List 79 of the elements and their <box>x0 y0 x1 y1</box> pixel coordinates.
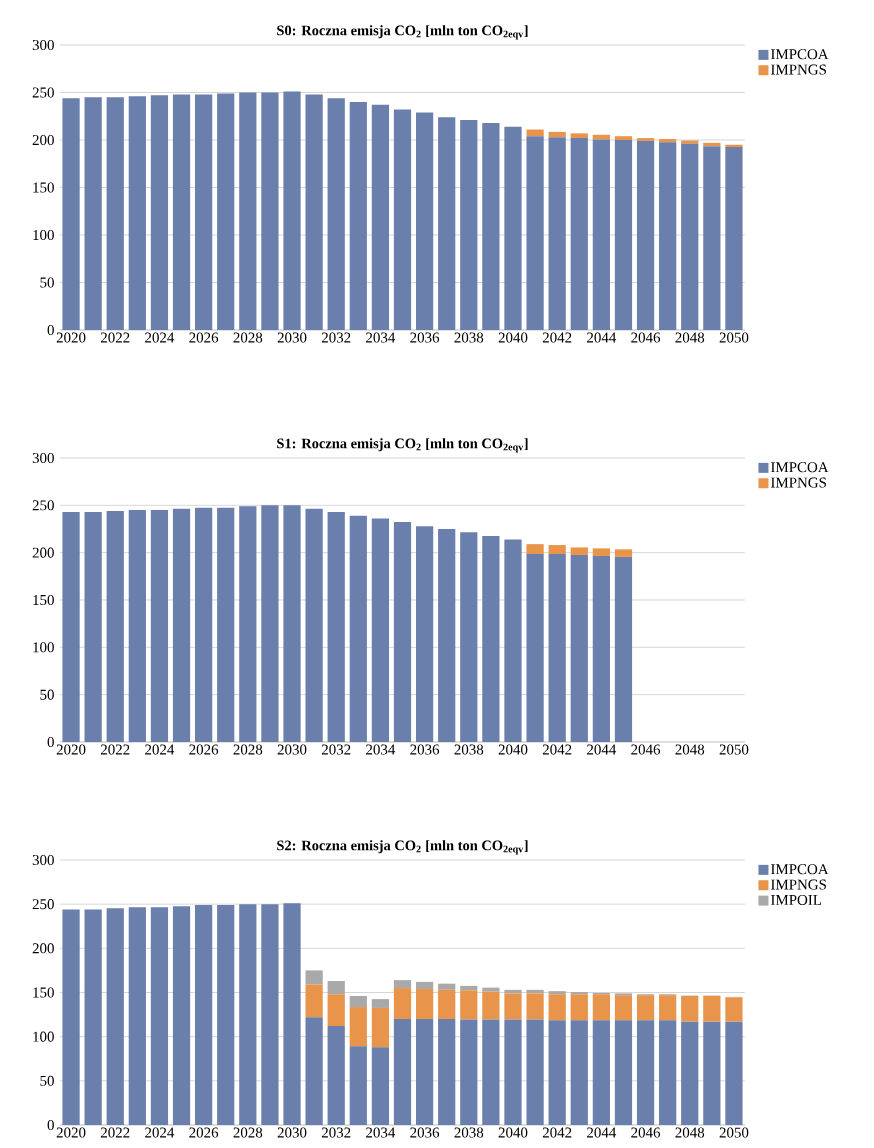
y-tick-label: 100 <box>33 229 54 241</box>
x-tick-label: 2034 <box>366 1127 396 1138</box>
y-tick-label: 0 <box>47 1119 54 1131</box>
x-tick-label: 2036 <box>410 1127 440 1138</box>
legend-label: IMPCOA <box>771 462 829 473</box>
x-tick-label: 2038 <box>454 332 484 343</box>
x-tick-label: 2042 <box>542 744 572 755</box>
x-tick-label: 2040 <box>498 744 528 755</box>
x-tick-label: 2032 <box>321 744 351 755</box>
x-tick-label: 2022 <box>100 332 130 343</box>
y-tick-label: 250 <box>32 87 54 98</box>
y-tick-label: 100 <box>33 1031 54 1042</box>
y-tick-label: 100 <box>33 642 54 653</box>
y-tick-label: 0 <box>47 324 54 336</box>
y-tick-label: 150 <box>33 594 54 606</box>
chart-title: S1: Roczna emisja CO$_{2}$ [mln ton CO$_{2eqv}$] <box>277 438 528 453</box>
legend-label: IMPNGS <box>771 64 826 75</box>
x-tick-label: 2034 <box>366 744 396 755</box>
chart-title: S2: Roczna emisja CO$_{2}$ [mln ton CO$_{2eqv}$] <box>277 840 528 855</box>
y-tick-label: 250 <box>32 500 54 511</box>
x-tick-label: 2020 <box>56 1127 86 1138</box>
y-tick-label: 50 <box>40 277 54 288</box>
x-tick-label: 2030 <box>277 1127 307 1138</box>
x-tick-label: 2044 <box>587 1127 617 1138</box>
x-tick-label: 2020 <box>56 332 86 343</box>
x-tick-label: 2026 <box>189 744 219 755</box>
x-tick-label: 2032 <box>321 332 351 343</box>
x-tick-label: 2040 <box>498 332 528 343</box>
x-tick-label: 2030 <box>277 332 307 343</box>
x-tick-label: 2038 <box>454 744 484 755</box>
x-tick-label: 2040 <box>498 1127 528 1138</box>
x-tick-label: 2046 <box>631 744 661 755</box>
x-tick-label: 2044 <box>587 744 617 755</box>
x-tick-label: 2024 <box>145 1127 175 1138</box>
y-tick-label: 300 <box>32 452 54 464</box>
x-tick-label: 2032 <box>321 1127 351 1138</box>
x-tick-label: 2028 <box>233 332 263 343</box>
x-tick-label: 2046 <box>631 1127 661 1138</box>
y-tick-label: 300 <box>32 854 54 866</box>
x-tick-label: 2048 <box>675 1127 705 1138</box>
x-tick-label: 2024 <box>145 332 175 343</box>
x-tick-label: 2028 <box>233 1127 263 1138</box>
x-tick-label: 2046 <box>631 332 661 343</box>
x-tick-label: 2022 <box>100 744 130 755</box>
x-tick-label: 2048 <box>675 744 705 755</box>
y-tick-label: 200 <box>32 134 54 146</box>
legend-label: IMPCOA <box>771 864 829 875</box>
x-tick-label: 2044 <box>587 332 617 343</box>
y-tick-label: 200 <box>32 943 54 954</box>
y-tick-label: 200 <box>32 547 54 558</box>
x-tick-label: 2050 <box>719 744 749 755</box>
legend-label: IMPOIL <box>771 894 822 905</box>
y-tick-label: 150 <box>33 182 54 193</box>
x-tick-label: 2038 <box>454 1127 484 1138</box>
legend-label: IMPNGS <box>771 879 826 890</box>
x-tick-label: 2050 <box>719 1127 749 1138</box>
chart-title: S0: Roczna emisja CO$_{2}$ [mln ton CO$_{2eqv}$] <box>277 25 528 40</box>
x-tick-label: 2036 <box>410 332 440 343</box>
x-tick-label: 2022 <box>100 1127 130 1138</box>
x-tick-label: 2048 <box>675 332 705 343</box>
x-tick-label: 2026 <box>189 1127 219 1138</box>
x-tick-label: 2036 <box>410 744 440 755</box>
x-tick-label: 2034 <box>366 332 396 343</box>
y-tick-label: 150 <box>33 987 54 998</box>
x-tick-label: 2042 <box>542 332 572 343</box>
y-tick-label: 50 <box>40 1075 54 1086</box>
x-tick-label: 2030 <box>277 744 307 755</box>
y-tick-label: 250 <box>32 899 54 910</box>
x-tick-label: 2024 <box>145 744 175 755</box>
y-tick-label: 0 <box>47 736 54 748</box>
x-tick-label: 2026 <box>189 332 219 343</box>
x-tick-label: 2028 <box>233 744 263 755</box>
x-tick-label: 2020 <box>56 744 86 755</box>
legend-label: IMPNGS <box>771 477 826 488</box>
legend-label: IMPCOA <box>771 49 829 60</box>
y-tick-label: 50 <box>40 689 54 700</box>
x-tick-label: 2042 <box>542 1127 572 1138</box>
x-tick-label: 2050 <box>719 332 749 343</box>
y-tick-label: 300 <box>32 39 54 51</box>
